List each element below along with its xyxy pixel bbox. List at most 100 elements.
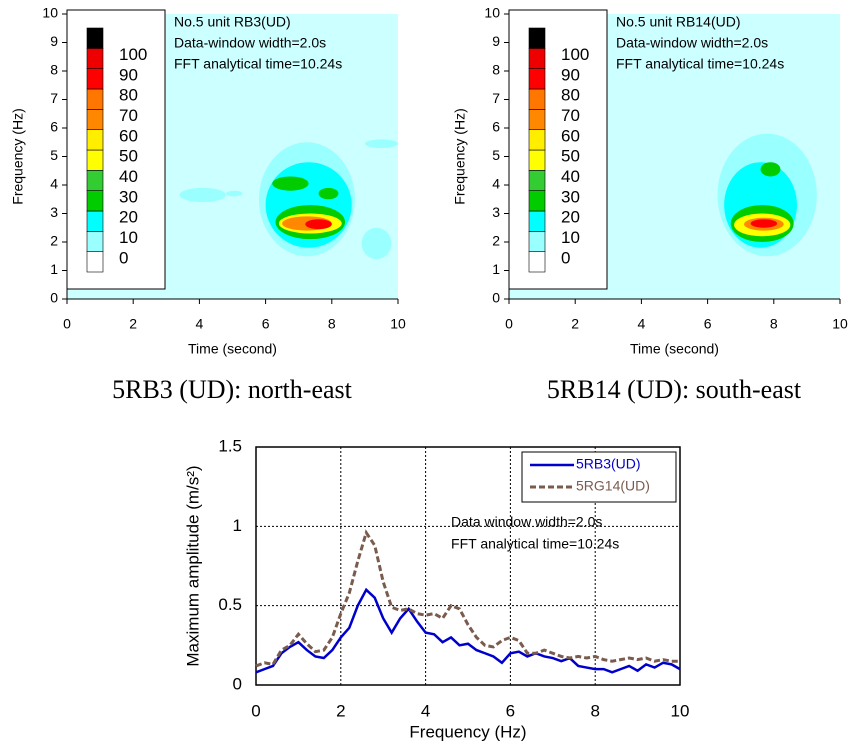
y-tick-label: 6 bbox=[492, 119, 500, 135]
y-tick-label: 4 bbox=[50, 176, 58, 192]
y-tick-label: 8 bbox=[50, 62, 58, 78]
legend-box bbox=[521, 451, 677, 503]
colorbar-swatch bbox=[86, 231, 104, 252]
x-tick-label: 0 bbox=[505, 316, 513, 332]
y-tick-label: 7 bbox=[50, 90, 58, 106]
y-tick-label: 9 bbox=[50, 33, 58, 49]
colorbar-swatch bbox=[528, 251, 546, 273]
colorbar-swatch bbox=[86, 170, 104, 191]
contour-region bbox=[179, 187, 226, 203]
colorbar-label: 60 bbox=[561, 126, 580, 145]
legend-label: 5RG14(UD) bbox=[576, 478, 650, 494]
colorbar-label: 20 bbox=[119, 208, 138, 227]
annotation: FFT analytical time=10.24s bbox=[451, 536, 619, 552]
y-tick-label: 0 bbox=[50, 290, 58, 306]
annotation: FFT analytical time=10.24s bbox=[174, 56, 342, 72]
y-tick-label: 10 bbox=[42, 5, 58, 21]
x-tick-label: 6 bbox=[704, 316, 712, 332]
colorbar-label: 0 bbox=[119, 248, 128, 267]
x-tick-label: 2 bbox=[336, 701, 345, 720]
x-tick-label: 8 bbox=[328, 316, 336, 332]
y-tick-label: 10 bbox=[484, 5, 500, 21]
colorbar-label: 70 bbox=[561, 106, 580, 125]
colorbar-label: 40 bbox=[561, 167, 580, 186]
colorbar-swatch bbox=[528, 68, 546, 90]
colorbar-swatch bbox=[528, 109, 546, 130]
x-tick-label: 0 bbox=[251, 701, 260, 720]
colorbar-label: 90 bbox=[119, 65, 138, 84]
x-tick-label: 4 bbox=[421, 701, 430, 720]
colorbar-label: 60 bbox=[119, 126, 138, 145]
colorbar-swatch bbox=[86, 190, 104, 212]
x-tick-label: 6 bbox=[506, 701, 515, 720]
x-tick-label: 0 bbox=[63, 316, 71, 332]
x-tick-label: 10 bbox=[390, 316, 406, 332]
colorbar-label: 80 bbox=[561, 86, 580, 105]
y-tick-label: 2 bbox=[492, 233, 500, 249]
x-tick-label: 8 bbox=[770, 316, 778, 332]
colorbar-swatch bbox=[86, 149, 104, 171]
contour-region bbox=[750, 219, 778, 228]
caption: 5RB3 (UD): north-east bbox=[112, 375, 353, 404]
colorbar-swatch bbox=[528, 170, 546, 191]
annotation: Data-window width=2.0s bbox=[616, 35, 768, 51]
colorbar-swatch bbox=[528, 231, 546, 252]
colorbar-swatch bbox=[86, 88, 104, 110]
x-tick-label: 8 bbox=[590, 701, 599, 720]
colorbar-swatch bbox=[528, 190, 546, 212]
contour-region bbox=[364, 139, 398, 148]
x-tick-label: 6 bbox=[262, 316, 270, 332]
x-tick-label: 2 bbox=[571, 316, 579, 332]
annotation: No.5 unit RB3(UD) bbox=[174, 14, 291, 30]
y-axis-title: Maximum amplitude (m/s²) bbox=[183, 465, 202, 666]
y-tick-label: 5 bbox=[50, 147, 58, 163]
colorbar-label: 20 bbox=[561, 208, 580, 227]
x-tick-label: 2 bbox=[129, 316, 137, 332]
y-tick-label: 4 bbox=[492, 176, 500, 192]
x-tick-label: 10 bbox=[832, 316, 848, 332]
annotation: Data window width=2.0s bbox=[451, 514, 602, 530]
colorbar-swatch bbox=[86, 210, 104, 232]
y-tick-label: 0 bbox=[492, 290, 500, 306]
colorbar-label: 30 bbox=[119, 187, 138, 206]
contour-region bbox=[318, 187, 339, 200]
y-tick-label: 3 bbox=[492, 204, 500, 220]
y-axis-title: Frequency (Hz) bbox=[452, 108, 468, 204]
y-tick-label: 1 bbox=[492, 261, 500, 277]
colorbar-label: 10 bbox=[119, 228, 138, 247]
colorbar-label: 100 bbox=[119, 45, 147, 64]
colorbar-label: 40 bbox=[119, 167, 138, 186]
colorbar-swatch bbox=[86, 109, 104, 130]
y-tick-label: 1 bbox=[233, 516, 242, 535]
colorbar-swatch bbox=[86, 48, 104, 69]
x-axis-title: Frequency (Hz) bbox=[409, 722, 526, 741]
y-axis-title: Frequency (Hz) bbox=[10, 108, 26, 204]
contour-region bbox=[272, 176, 309, 191]
colorbar-label: 0 bbox=[561, 248, 570, 267]
colorbar-swatch bbox=[528, 149, 546, 171]
y-tick-label: 1.5 bbox=[218, 436, 242, 455]
x-tick-label: 10 bbox=[671, 701, 690, 720]
colorbar-swatch bbox=[528, 210, 546, 232]
colorbar-swatch bbox=[528, 48, 546, 69]
colorbar-label: 90 bbox=[561, 65, 580, 84]
contour-region bbox=[305, 219, 332, 230]
x-axis-title: Time (second) bbox=[188, 341, 277, 357]
colorbar-label: 80 bbox=[119, 86, 138, 105]
colorbar-swatch bbox=[528, 129, 546, 151]
x-tick-label: 4 bbox=[638, 316, 646, 332]
colorbar-label: 30 bbox=[561, 187, 580, 206]
colorbar-swatch bbox=[86, 68, 104, 90]
annotation: FFT analytical time=10.24s bbox=[616, 56, 784, 72]
y-tick-label: 8 bbox=[492, 62, 500, 78]
series-line bbox=[255, 529, 680, 668]
colorbar-frame bbox=[508, 9, 608, 290]
x-axis-title: Time (second) bbox=[630, 341, 719, 357]
colorbar-label: 100 bbox=[561, 45, 589, 64]
y-tick-label: 2 bbox=[50, 233, 58, 249]
y-tick-label: 1 bbox=[50, 261, 58, 277]
y-tick-label: 5 bbox=[492, 147, 500, 163]
legend-label: 5RB3(UD) bbox=[576, 456, 641, 472]
